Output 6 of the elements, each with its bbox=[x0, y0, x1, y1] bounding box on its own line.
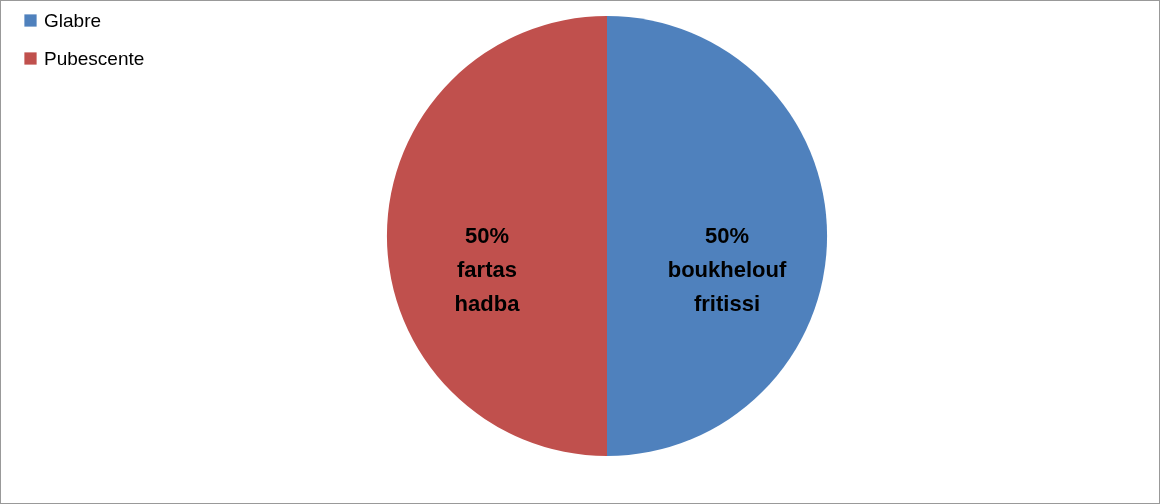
data-label: 50% fartas hadba bbox=[454, 223, 521, 316]
pie-slice bbox=[607, 16, 827, 456]
legend-label: Glabre bbox=[44, 9, 102, 31]
pie-slice bbox=[387, 16, 607, 456]
legend-label: Pubescente bbox=[44, 47, 145, 69]
data-label: 50% boukhelouf fritissi bbox=[667, 223, 787, 316]
